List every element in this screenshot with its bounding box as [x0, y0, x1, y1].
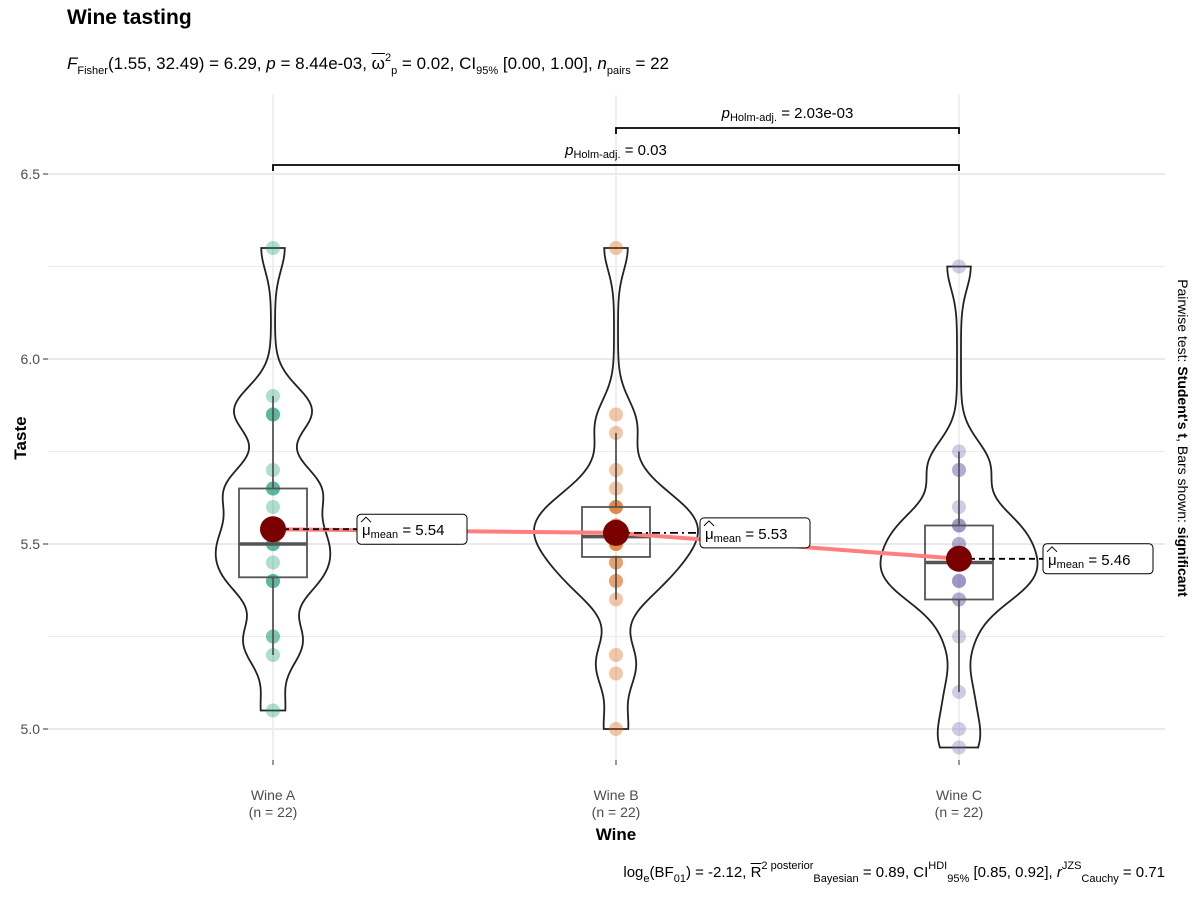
- caption-part: R: [750, 864, 762, 881]
- significance-bracket: [272, 164, 960, 171]
- y-tick-label: 6.0: [21, 351, 41, 367]
- data-point: [609, 407, 623, 422]
- data-point: [266, 555, 280, 570]
- violin-wine-b: [533, 247, 699, 730]
- violin-wine-a: [214, 247, 332, 712]
- data-point: [952, 574, 966, 588]
- caption-part: ) = -2.12,: [685, 864, 751, 881]
- subtitle-part: 2: [384, 52, 392, 64]
- subtitle-part: 95%: [476, 65, 499, 77]
- mean-label: μmean = 5.53: [705, 526, 787, 545]
- mean-hat: [360, 516, 372, 523]
- caption-part: 01: [673, 873, 686, 885]
- caption-part: JZS: [1061, 860, 1082, 872]
- caption-part: Cauchy: [1081, 873, 1119, 885]
- caption-part: = 0.71: [1118, 864, 1165, 881]
- mean-label-box: [699, 517, 811, 549]
- caption-part: HDI: [928, 860, 948, 872]
- chart-caption: loge(BF01) = -2.12, R2 posteriorBayesian…: [623, 860, 1165, 885]
- mean-label: μmean = 5.46: [1048, 552, 1130, 571]
- chart-title: Wine tasting: [67, 6, 192, 29]
- significance-bracket: [615, 127, 960, 134]
- subtitle-part: n: [597, 54, 607, 73]
- data-point: [266, 703, 280, 718]
- x-tick-label: Wine A: [251, 787, 296, 803]
- y-tick-label: 5.0: [21, 721, 41, 737]
- data-point: [952, 740, 966, 755]
- mean-label-box: [356, 513, 468, 545]
- subtitle-part: p: [391, 65, 398, 77]
- mean-point: [946, 545, 972, 572]
- subtitle-part: ω: [371, 54, 385, 73]
- boxplot-box: [238, 487, 308, 579]
- mean-label-box: [1042, 543, 1154, 575]
- mean-label: μmean = 5.54: [362, 522, 444, 541]
- caption-part: [0.85, 0.92],: [969, 864, 1057, 881]
- caption-part: 95%: [947, 873, 970, 885]
- subtitle-part: (1.55, 32.49) = 6.29,: [107, 54, 267, 73]
- data-point: [952, 574, 966, 588]
- caption-part: e: [643, 873, 650, 885]
- subtitle-part: = 0.02, CI: [397, 54, 477, 73]
- subtitle-part: F: [67, 54, 78, 73]
- caption-part: log: [623, 864, 644, 881]
- subtitle-part: p: [266, 54, 276, 73]
- violin-wine-c: [879, 265, 1039, 749]
- pairwise-test-note: Pairwise test: Student's t, Bars shown: …: [1175, 279, 1191, 597]
- data-point: [609, 241, 623, 255]
- subtitle-part: = 22: [630, 54, 670, 73]
- data-point: [266, 241, 280, 255]
- mean-point: [260, 516, 286, 543]
- y-tick-label: 5.5: [21, 536, 41, 552]
- data-point: [609, 666, 623, 681]
- x-tick-n-label: (n = 22): [935, 804, 984, 820]
- significance-label: pHolm-adj. = 0.03: [564, 142, 667, 161]
- x-tick-n-label: (n = 22): [249, 804, 298, 820]
- subtitle-part: Fisher: [77, 65, 108, 77]
- data-point: [609, 648, 623, 662]
- x-tick-n-label: (n = 22): [592, 804, 641, 820]
- caption-part: r: [1056, 864, 1062, 881]
- subtitle-part: pairs: [606, 65, 631, 77]
- data-point: [952, 259, 966, 274]
- data-point: [609, 722, 623, 736]
- y-tick-label: 6.5: [21, 166, 41, 182]
- data-point: [952, 722, 966, 736]
- x-tick-label: Wine C: [936, 787, 982, 803]
- data-point: [952, 574, 966, 588]
- mean-point: [603, 519, 629, 546]
- x-axis-title: Wine: [596, 825, 636, 844]
- caption-part: = 0.89, CI: [858, 864, 929, 881]
- chart-subtitle: FFisher(1.55, 32.49) = 6.29, p = 8.44e-0…: [67, 52, 669, 77]
- data-point: [266, 500, 280, 514]
- y-axis-title: Taste: [11, 416, 30, 459]
- mean-hat: [1046, 546, 1058, 553]
- caption-part: (BF: [649, 864, 674, 881]
- mean-hat: [703, 520, 715, 527]
- caption-part: 2 posterior: [761, 860, 814, 872]
- caption-part: Bayesian: [813, 873, 859, 885]
- x-tick-label: Wine B: [593, 787, 638, 803]
- significance-label: pHolm-adj. = 2.03e-03: [721, 105, 854, 124]
- subtitle-part: [0.00, 1.00],: [498, 54, 598, 73]
- subtitle-part: = 8.44e-03,: [275, 54, 372, 73]
